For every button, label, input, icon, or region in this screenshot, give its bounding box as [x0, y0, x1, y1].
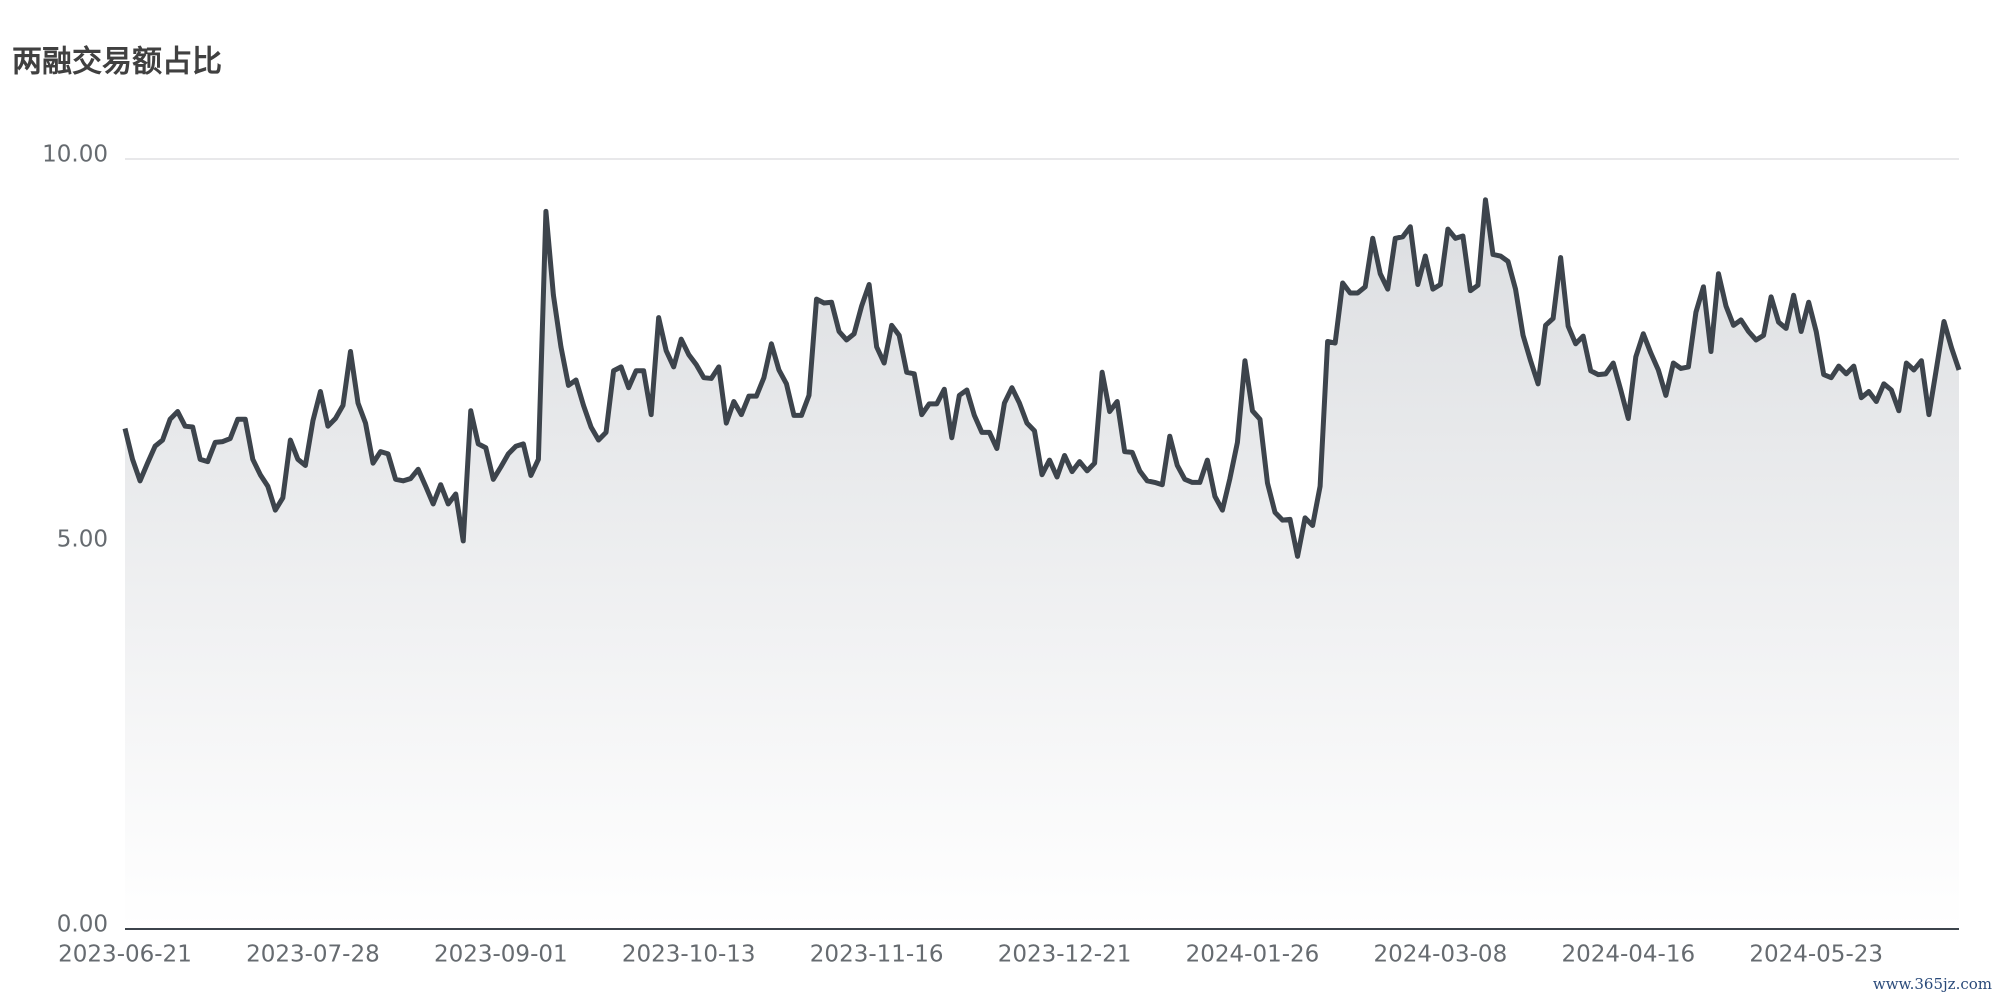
series-line [122, 197, 1962, 559]
y-tick-label: 10.00 [42, 142, 108, 168]
chart-title: 两融交易额占比 [12, 45, 222, 80]
x-tick-label: 2023-10-13 [622, 942, 756, 968]
x-tick-label: 2023-07-28 [246, 942, 380, 968]
area-fill [125, 199, 1959, 929]
x-tick-label: 2024-03-08 [1374, 942, 1508, 968]
watermark: www.365jz.com [1873, 975, 1992, 993]
y-tick-label: 0.00 [57, 912, 108, 938]
x-tick-label: 2024-05-23 [1749, 942, 1883, 968]
y-tick-label: 5.00 [57, 527, 108, 553]
x-tick-label: 2023-06-21 [58, 942, 192, 968]
x-tick-label: 2024-01-26 [1186, 942, 1320, 968]
x-tick-label: 2023-12-21 [998, 942, 1132, 968]
x-tick-label: 2024-04-16 [1561, 942, 1695, 968]
x-tick-label: 2023-09-01 [434, 942, 568, 968]
x-tick-label: 2023-11-16 [810, 942, 944, 968]
